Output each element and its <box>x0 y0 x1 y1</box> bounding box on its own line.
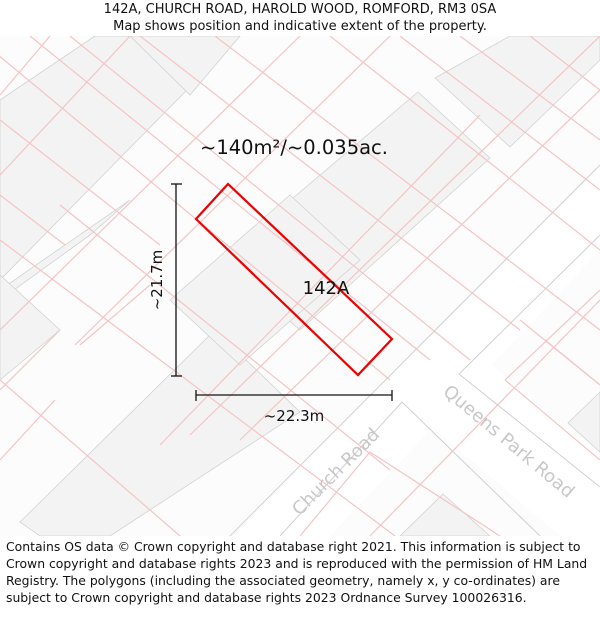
copyright-attribution: Contains OS data © Crown copyright and d… <box>6 539 588 605</box>
property-address: 142A, CHURCH ROAD, HAROLD WOOD, ROMFORD,… <box>103 2 497 17</box>
roads <box>229 164 600 536</box>
height-measurement <box>171 183 182 377</box>
property-map[interactable]: Church Road Queens Park Road ~140m²/~0.0… <box>0 36 600 536</box>
width-measurement <box>195 390 393 401</box>
width-label: ~22.3m <box>264 407 325 425</box>
area-label: ~140m²/~0.035ac. <box>200 136 388 159</box>
map-header: 142A, CHURCH ROAD, HAROLD WOOD, ROMFORD,… <box>0 0 600 37</box>
height-label: ~21.7m <box>148 250 166 311</box>
buildings <box>0 36 600 536</box>
parcel-boundaries <box>0 36 600 536</box>
property-boundary[interactable] <box>194 182 394 377</box>
map-subtitle: Map shows position and indicative extent… <box>113 19 487 34</box>
property-label: 142A <box>303 278 350 299</box>
queens-park-road-surface <box>395 335 600 536</box>
